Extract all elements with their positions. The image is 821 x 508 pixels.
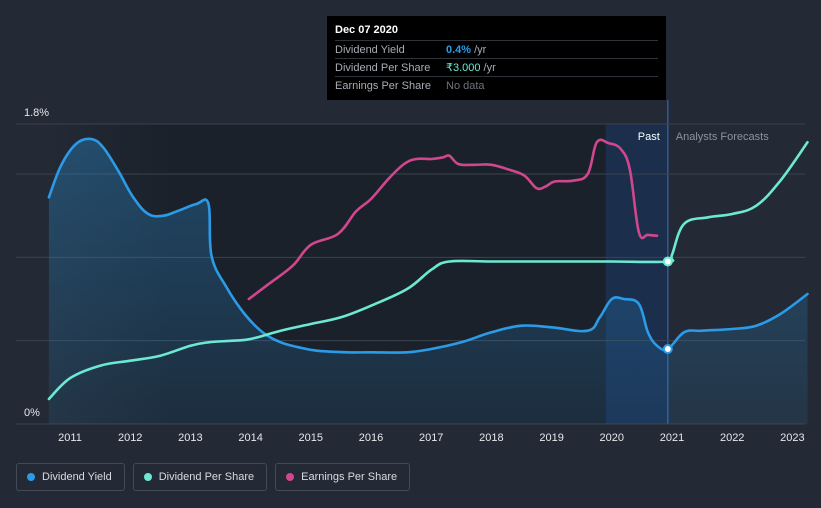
- x-tick-label: 2020: [600, 432, 624, 444]
- x-tick-label: 2013: [178, 432, 202, 444]
- tooltip-unit: /yr: [483, 61, 496, 74]
- past-label: Past: [638, 131, 660, 143]
- tooltip-label: Earnings Per Share: [335, 79, 431, 92]
- tooltip-value: 0.4%: [446, 43, 472, 56]
- legend-label: Earnings Per Share: [301, 471, 398, 483]
- x-tick-label: 2017: [419, 432, 443, 444]
- dividend-yield-line: [47, 137, 809, 354]
- tooltip-row-dividend-yield: Dividend Yield 0.4% /yr: [335, 40, 658, 58]
- tooltip-value: ₹3.000: [446, 62, 481, 74]
- legend: Dividend Yield Dividend Per Share Earnin…: [16, 463, 411, 491]
- legend-dot-icon: [27, 473, 35, 481]
- tooltip-label: Dividend Yield: [335, 43, 405, 56]
- x-tick-label: 2014: [238, 432, 262, 444]
- legend-dot-icon: [286, 473, 295, 481]
- x-tick-label: 2023: [780, 432, 804, 444]
- x-tick-label: 2019: [539, 432, 563, 444]
- x-tick-label: 2018: [479, 432, 503, 444]
- tooltip-value: No data: [446, 79, 485, 92]
- tooltip-row-earnings-per-share: Earnings Per Share No data: [335, 76, 658, 94]
- tooltip-date: Dec 07 2020: [335, 24, 398, 36]
- legend-label: Dividend Per Share: [158, 471, 255, 483]
- legend-item-earnings-per-share[interactable]: Earnings Per Share: [275, 463, 411, 491]
- tooltip-unit: /yr: [474, 43, 487, 56]
- legend-dot-icon: [143, 473, 152, 481]
- y-axis-max-label: 1.8%: [24, 107, 49, 119]
- x-tick-label: 2022: [720, 432, 744, 444]
- forecast-label: Analysts Forecasts: [676, 131, 769, 143]
- legend-item-dividend-yield[interactable]: Dividend Yield: [16, 463, 125, 491]
- tooltip: Dec 07 2020 Dividend Yield 0.4% /yr Divi…: [327, 16, 666, 100]
- y-axis-min-label: 0%: [24, 407, 40, 419]
- dividend-per-share-marker: [662, 256, 673, 267]
- earnings-per-share-line: [247, 138, 659, 301]
- dividend-yield-marker: [662, 344, 673, 354]
- legend-label: Dividend Yield: [42, 471, 112, 483]
- x-tick-label: 2021: [660, 432, 684, 444]
- x-tick-label: 2012: [118, 432, 142, 444]
- tooltip-row-dividend-per-share: Dividend Per Share ₹3.000 /yr: [335, 58, 658, 76]
- x-tick-label: 2011: [58, 432, 82, 444]
- tooltip-label: Dividend Per Share: [335, 61, 431, 74]
- x-tick-label: 2016: [359, 432, 383, 444]
- x-tick-label: 2015: [299, 432, 323, 444]
- dividend-per-share-line: [47, 141, 809, 401]
- legend-item-dividend-per-share[interactable]: Dividend Per Share: [132, 463, 268, 491]
- dividend-yield-area: [48, 138, 808, 424]
